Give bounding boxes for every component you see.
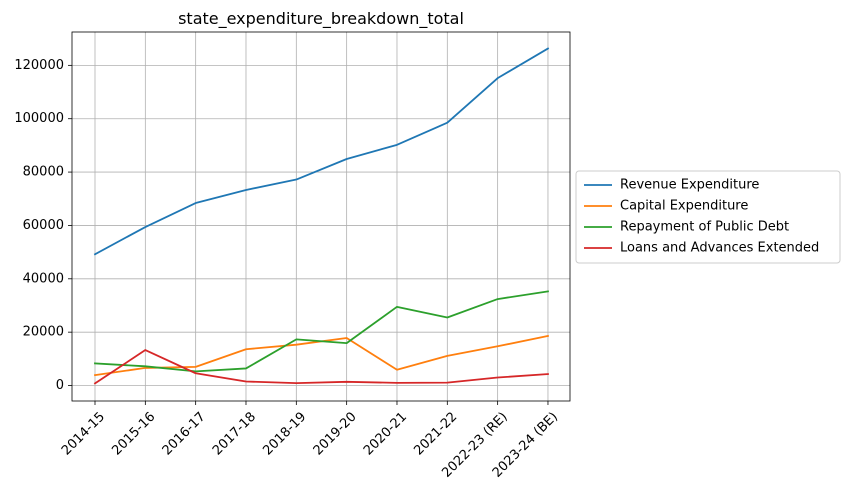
legend: Revenue Expenditure Capital Expenditure Re… <box>575 170 841 264</box>
y-tick-label: 40000 <box>23 271 64 286</box>
grid <box>72 32 570 401</box>
series-lines <box>93 47 550 385</box>
legend-label: Loans and Advances Extended <box>620 241 819 256</box>
legend-label: Capital Expenditure <box>620 199 748 214</box>
x-tick-label: 2018-19 <box>260 409 309 458</box>
x-tick-label: 2021-22 <box>411 409 460 458</box>
x-tick-label: 2020-21 <box>361 409 410 458</box>
series-line-revenue-expenditure <box>93 47 550 256</box>
y-tick-label: 20000 <box>23 325 64 340</box>
y-axis: 0 20000 40000 60000 80000 100000 120000 <box>14 58 72 393</box>
y-tick-label: 60000 <box>23 218 64 233</box>
legend-box <box>575 170 841 264</box>
series-line-loans-and-advances-extended <box>93 349 549 385</box>
x-tick-label: 2017-18 <box>210 409 259 458</box>
y-tick-label: 100000 <box>14 111 64 126</box>
x-tick-label: 2019-20 <box>311 409 360 458</box>
x-tick-label: 2014-15 <box>59 409 108 458</box>
y-tick-label: 120000 <box>14 58 64 73</box>
legend-label: Repayment of Public Debt <box>620 220 789 235</box>
plot-area-frame <box>71 31 571 402</box>
series-line-repayment-of-public-debt <box>94 290 549 373</box>
legend-label: Revenue Expenditure <box>620 178 759 193</box>
y-tick-label: 0 <box>56 378 64 393</box>
chart-title: state_expenditure_breakdown_total <box>178 9 464 29</box>
x-tick-label: 2015-16 <box>109 409 158 458</box>
x-axis: 2014-15 2015-16 2016-17 2017-18 2018-19 2019-… <box>59 401 561 481</box>
x-tick-label: 2016-17 <box>160 409 209 458</box>
y-tick-label: 80000 <box>23 165 64 180</box>
